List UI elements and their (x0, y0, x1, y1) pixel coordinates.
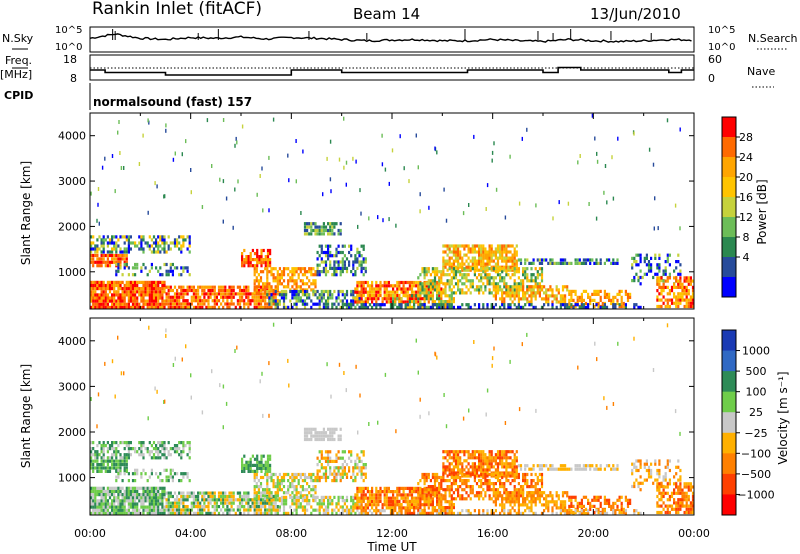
velocity-colorbar-label: Velocity [m s⁻¹] (776, 371, 790, 464)
date-label: 13/Jun/2010 (590, 5, 681, 23)
x-tick-label: 16:00 (477, 527, 509, 540)
colorbar-swatch (722, 177, 736, 198)
colorbar-tick-label: 12 (739, 211, 753, 224)
colorbar-swatch (722, 117, 736, 138)
freq-tick-bottom: 8 (70, 72, 77, 85)
x-tick-label: 00:00 (678, 527, 710, 540)
y-tick-label: 4000 (58, 335, 86, 348)
colorbar-swatch (722, 391, 736, 413)
cpid-text: normalsound (fast) 157 (93, 95, 252, 109)
freq-unit-label: [MHz] (0, 68, 32, 81)
station-title: Rankin Inlet (fitACF) (92, 0, 262, 19)
velocity-panel: 1000 2000 3000 4000 Slant Range [km] 1000 50… (19, 317, 790, 516)
freq-label: Freq. (5, 54, 32, 67)
nsky-spikes (112, 29, 652, 40)
y-tick-label: 3000 (58, 175, 86, 188)
velocity-ylabel: Slant Range [km] (19, 364, 33, 468)
x-tick-label: 12:00 (376, 527, 408, 540)
colorbar-tick-label: −100 (741, 447, 771, 460)
power-axis: 1000 2000 3000 4000 (58, 113, 695, 309)
y-tick-label: 2000 (58, 220, 86, 233)
colorbar-swatch (722, 217, 736, 238)
velocity-colorbar: 1000 500 100 25 −25 −100 −500 −1000 (721, 329, 775, 516)
power-heatmap (90, 113, 695, 309)
colorbar-swatch (722, 412, 736, 434)
colorbar-tick-label: 24 (739, 151, 753, 164)
nsearch-label: N.Search (748, 32, 798, 45)
nsearch-tick-bottom: 10^0 (708, 42, 735, 53)
colorbar-tick-label: 25 (749, 406, 763, 419)
colorbar-swatch (722, 371, 736, 393)
nave-tick-bottom: 0 (708, 72, 715, 85)
colorbar-swatch (722, 277, 736, 298)
colorbar-swatch (722, 432, 736, 454)
x-axis: 00:00 04:00 08:00 12:00 16:00 20:00 00:00 (74, 527, 710, 540)
velocity-axis: 1000 2000 3000 4000 (58, 318, 695, 515)
nsky-label: N.Sky (2, 32, 34, 45)
nsky-tick-bottom: 10^0 (55, 42, 82, 53)
colorbar-swatch (722, 157, 736, 178)
colorbar-frame (721, 329, 737, 516)
power-ylabel: Slant Range [km] (19, 161, 33, 265)
x-axis-label: Time UT (366, 540, 417, 554)
power-colorbar-label: Power [dB] (755, 179, 769, 244)
colorbar-swatch (722, 453, 736, 475)
power-colorbar: 28 24 20 16 12 8 4 (721, 116, 753, 298)
x-tick-label: 08:00 (275, 527, 307, 540)
colorbar-tick-label: 20 (739, 171, 753, 184)
colorbar-tick-label: −500 (741, 468, 771, 481)
x-tick-label: 00:00 (74, 527, 106, 540)
y-tick-label: 4000 (58, 130, 86, 143)
colorbar-swatch (722, 137, 736, 158)
colorbar-tick-label: 500 (746, 365, 767, 378)
colorbar-tick-label: 4 (743, 251, 750, 264)
velocity-heatmap (90, 322, 695, 515)
x-tick-label: 04:00 (175, 527, 207, 540)
colorbar-swatch (722, 473, 736, 495)
colorbar-swatch (722, 197, 736, 218)
beam-label: Beam 14 (353, 5, 420, 23)
freq-series-line (90, 66, 694, 76)
noise-panel: N.Sky 10^5 10^0 10^5 10^0 N.Search (2, 25, 798, 53)
colorbar-swatch (722, 257, 736, 278)
nave-tick-top: 60 (708, 53, 722, 66)
frequency-panel: Freq. [MHz] 18 8 60 0 Nave (0, 53, 775, 88)
colorbar-tick-label: 16 (739, 191, 753, 204)
colorbar-tick-label: 100 (746, 386, 767, 399)
y-tick-label: 3000 (58, 380, 86, 393)
colorbar-swatch (722, 237, 736, 258)
colorbar-tick-label: 1000 (742, 345, 770, 358)
colorbar-swatch (722, 330, 736, 352)
power-panel: 1000 2000 3000 4000 Slant Range [km] 28 24 20… (19, 112, 769, 310)
colorbar-tick-label: −25 (744, 427, 767, 440)
x-tick-label: 20:00 (577, 527, 609, 540)
nave-label: Nave (747, 65, 775, 78)
y-tick-label: 2000 (58, 426, 86, 439)
nsky-tick-top: 10^5 (55, 25, 82, 36)
colorbar-swatch (722, 494, 736, 516)
cpid-label: CPID (4, 89, 33, 102)
cpid-panel: CPID normalsound (fast) 157 (4, 83, 252, 110)
nsearch-tick-top: 10^5 (708, 25, 735, 36)
freq-tick-top: 18 (63, 53, 77, 66)
colorbar-tick-label: 28 (739, 131, 753, 144)
colorbar-swatch (722, 350, 736, 372)
y-tick-label: 1000 (58, 472, 86, 485)
y-tick-label: 1000 (58, 266, 86, 279)
colorbar-frame (721, 116, 737, 298)
nsky-series-line (89, 33, 692, 43)
colorbar-tick-label: −1000 (737, 488, 774, 501)
colorbar-tick-label: 8 (743, 231, 750, 244)
